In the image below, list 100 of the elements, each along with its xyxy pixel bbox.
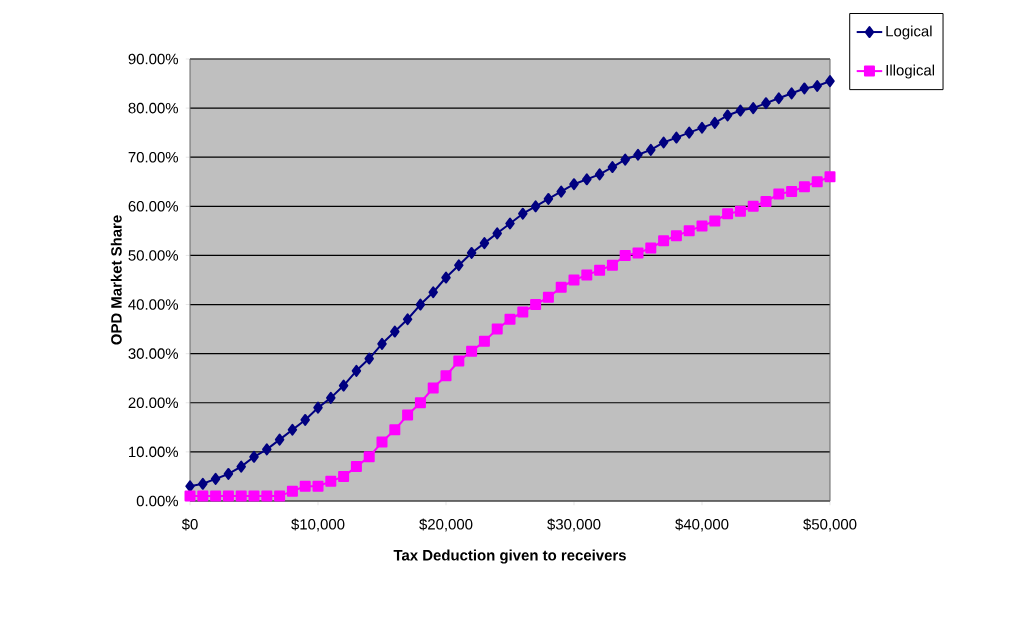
point <box>427 382 439 394</box>
point <box>645 242 657 254</box>
y-tick-label: 70.00% <box>128 151 179 163</box>
y-tick-label: 50.00% <box>128 250 179 261</box>
point <box>581 269 593 281</box>
point <box>798 181 810 193</box>
point <box>351 364 362 377</box>
point <box>824 171 836 183</box>
point <box>210 472 221 485</box>
point <box>607 161 618 174</box>
point <box>556 185 566 198</box>
point <box>184 490 196 502</box>
point <box>709 215 721 227</box>
point <box>606 259 618 271</box>
point <box>774 92 784 105</box>
point <box>312 480 324 492</box>
point <box>710 116 720 129</box>
y-tick-label: 20.00% <box>128 397 179 409</box>
point <box>453 355 465 367</box>
x-tick-label: $30,000 <box>547 518 601 532</box>
point <box>671 131 682 144</box>
point <box>619 249 631 261</box>
point <box>466 246 477 259</box>
point <box>197 490 209 502</box>
point <box>658 136 669 149</box>
point <box>210 490 222 502</box>
point <box>684 126 694 139</box>
point <box>734 205 746 217</box>
point <box>262 443 272 456</box>
point <box>313 401 323 414</box>
point <box>286 485 298 497</box>
point <box>735 104 746 117</box>
point <box>722 208 734 220</box>
point <box>658 235 670 247</box>
legend-label: Illogical <box>886 64 935 79</box>
legend-label: Logical <box>886 25 932 40</box>
point <box>760 195 772 207</box>
point <box>350 461 362 473</box>
point <box>697 121 707 134</box>
point <box>582 173 592 186</box>
y-tick-label: 90.00% <box>128 53 179 65</box>
point <box>338 379 349 392</box>
point <box>287 423 298 436</box>
point <box>377 337 387 350</box>
point <box>466 345 478 357</box>
point <box>696 220 708 232</box>
point <box>518 207 528 220</box>
point <box>300 413 310 426</box>
point <box>761 97 771 110</box>
point <box>594 168 605 181</box>
point <box>632 247 644 259</box>
point <box>504 313 516 325</box>
point <box>812 80 822 92</box>
point <box>325 475 337 487</box>
point <box>414 397 426 409</box>
point <box>428 286 438 299</box>
point <box>249 450 259 463</box>
point <box>364 352 374 365</box>
point <box>491 323 503 335</box>
y-axis-title: OPD Market Share <box>110 215 122 345</box>
point <box>198 477 208 490</box>
point <box>222 490 234 502</box>
point <box>747 200 759 212</box>
point <box>670 230 682 242</box>
x-tick-label: $10,000 <box>291 518 345 532</box>
point <box>261 490 273 502</box>
point <box>786 87 797 100</box>
point <box>492 227 502 240</box>
point <box>773 188 785 200</box>
point <box>722 109 733 122</box>
x-tick-label: $50,000 <box>803 518 857 532</box>
point <box>620 153 630 166</box>
point <box>568 274 580 286</box>
point <box>825 75 835 88</box>
point <box>646 143 656 156</box>
point <box>248 490 260 502</box>
y-tick-label: 0.00% <box>136 495 179 507</box>
point <box>594 264 606 276</box>
y-tick-label: 30.00% <box>128 348 179 359</box>
point <box>748 102 758 115</box>
point <box>530 299 542 311</box>
point <box>479 237 490 250</box>
point <box>555 281 567 293</box>
point <box>454 259 464 272</box>
point <box>236 460 246 473</box>
point <box>390 325 400 338</box>
point <box>338 470 350 482</box>
point <box>402 313 413 326</box>
point <box>235 490 247 502</box>
point <box>274 490 286 502</box>
point <box>415 298 426 311</box>
point <box>517 306 529 318</box>
point <box>633 148 643 161</box>
point <box>389 424 401 436</box>
point <box>441 271 451 284</box>
point <box>478 335 490 347</box>
point <box>811 176 823 188</box>
point <box>376 436 388 448</box>
point <box>799 82 810 95</box>
point <box>530 200 541 213</box>
